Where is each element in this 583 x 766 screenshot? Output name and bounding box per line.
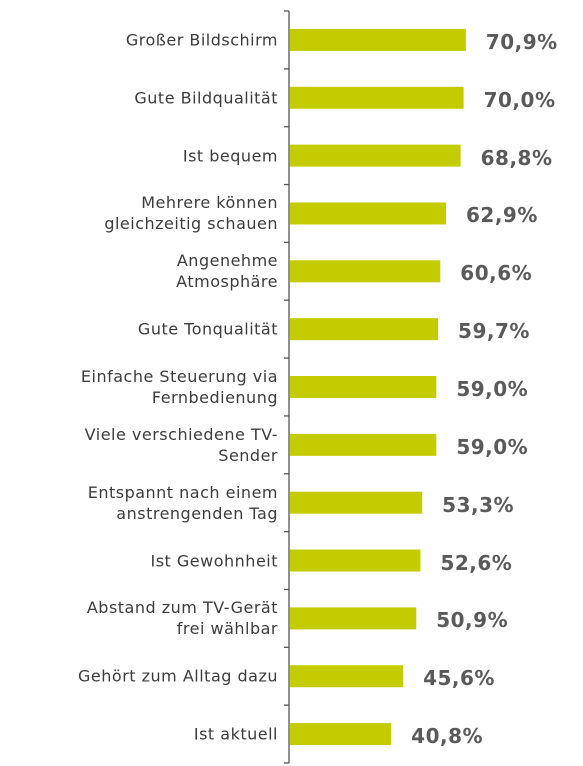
bar: [290, 28, 466, 51]
value-label: 60,6%: [460, 261, 533, 286]
value-label: 70,0%: [483, 87, 556, 112]
value-label: 70,9%: [485, 29, 558, 54]
value-label: 68,8%: [480, 145, 553, 170]
category-label: Einfache Steuerung via Fernbedienung: [80, 367, 278, 407]
bar: [290, 549, 421, 572]
category-label: Gute Tonqualität: [137, 319, 278, 339]
category-label: Abstand zum TV-Gerät frei wählbar: [86, 598, 278, 639]
value-label: 40,8%: [411, 724, 484, 749]
category-label: Mehrere können gleichzeitig schauen: [104, 193, 278, 234]
value-label: 59,0%: [456, 377, 529, 401]
value-label: 45,6%: [423, 666, 495, 691]
value-label: 59,0%: [456, 434, 529, 459]
value-label: 52,6%: [440, 550, 513, 575]
bar: [290, 144, 461, 167]
value-label: 59,7%: [458, 319, 530, 344]
bar: [290, 376, 437, 398]
category-label: Viele verschiedene TV- Sender: [84, 424, 278, 465]
category-label: Großer Bildschirm: [125, 30, 278, 50]
bar: [290, 607, 417, 630]
category-label: Entspannt nach einem anstrengenden Tag: [87, 482, 278, 523]
value-label: 50,9%: [436, 608, 509, 633]
category-label: Ist Gewohnheit: [150, 551, 278, 571]
bar: [290, 433, 437, 456]
category-label: Angenehme Atmosphäre: [176, 251, 278, 292]
bar: [290, 491, 423, 514]
bar: [290, 665, 404, 688]
category-label: Gehört zum Alltag dazu: [78, 666, 278, 686]
bar: [290, 202, 446, 225]
bar: [290, 260, 441, 283]
bar: [290, 318, 439, 341]
value-label: 53,3%: [442, 492, 515, 517]
bar: [290, 86, 464, 109]
category-label: Gute Bildqualität: [134, 88, 278, 108]
category-label: Ist aktuell: [193, 724, 278, 744]
bar: [290, 723, 392, 746]
category-label: Ist bequem: [182, 146, 278, 166]
value-label: 62,9%: [465, 203, 538, 228]
